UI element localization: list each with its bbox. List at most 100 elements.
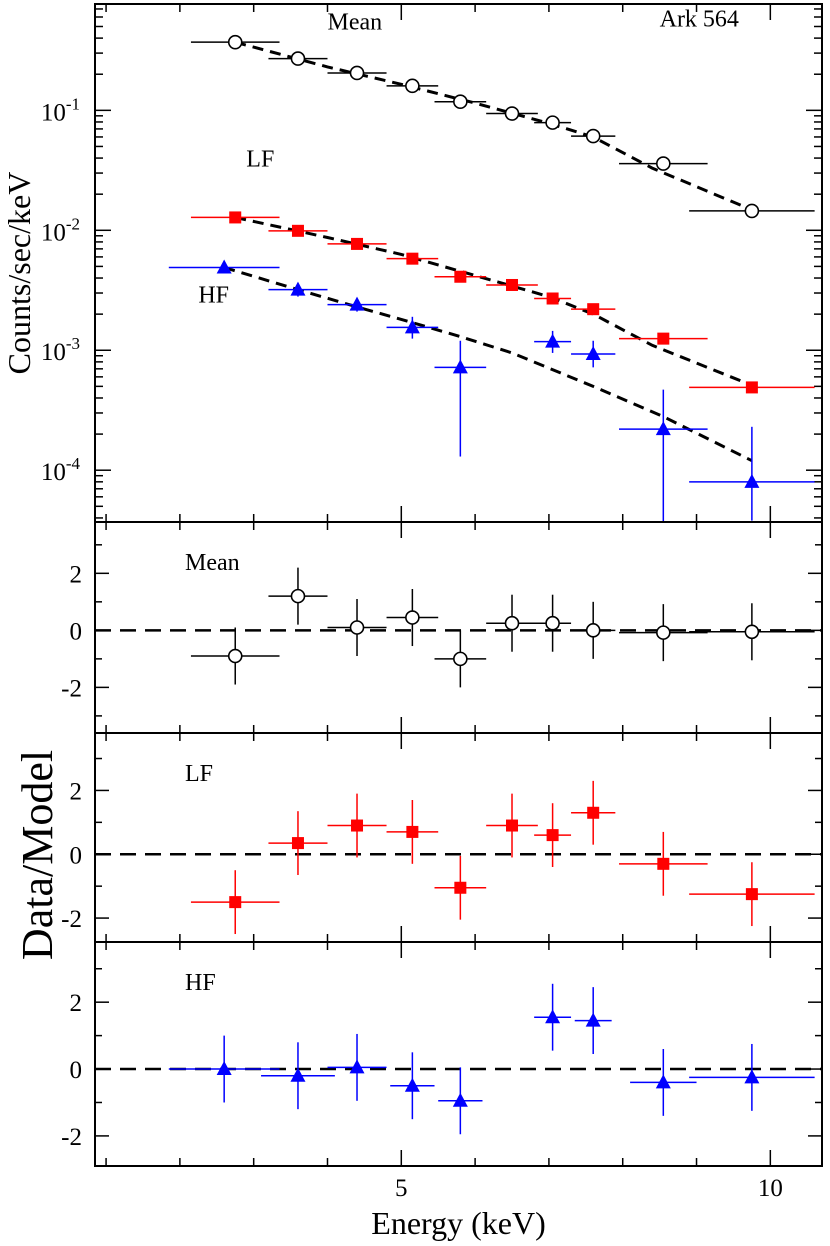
- data-point: [227, 648, 243, 664]
- data-point: [504, 106, 520, 121]
- y-tick-label: 2: [70, 990, 83, 1017]
- data-point: [546, 829, 559, 842]
- data-point: [546, 292, 559, 305]
- data-point: [506, 819, 519, 832]
- panel-frame: [94, 3, 823, 523]
- panel-frame: [94, 941, 823, 1167]
- y-tick-label: 10-1: [41, 94, 80, 126]
- annotation: LF: [246, 147, 274, 173]
- y-tick-label-base: 10: [41, 339, 66, 366]
- data-point: [545, 1009, 561, 1024]
- data-point: [657, 332, 670, 345]
- data-point: [587, 806, 600, 819]
- y-axis-title: Counts/sec/keV: [1, 172, 37, 375]
- data-point: [453, 94, 468, 110]
- data-point: [291, 837, 304, 850]
- data-point: [504, 615, 520, 631]
- data-point: [290, 51, 306, 66]
- data-point: [454, 881, 467, 894]
- data-point: [545, 615, 560, 631]
- data-point: [406, 825, 419, 838]
- data-point: [290, 1067, 306, 1082]
- data-point: [656, 625, 671, 640]
- y-tick-label: 2: [70, 561, 83, 588]
- data-point: [216, 1061, 232, 1076]
- data-point: [229, 211, 242, 224]
- panel-residual-hf: 2 0 -2 HF: [61, 941, 823, 1167]
- data-point: [229, 896, 242, 909]
- data-point: [349, 65, 365, 81]
- x-axis-title: Energy (keV): [371, 1205, 545, 1241]
- y-tick-label-exponent: -3: [66, 334, 80, 353]
- data-point: [227, 34, 243, 50]
- data-point: [351, 819, 364, 832]
- data-point: [452, 1092, 468, 1107]
- x-tick-label: 5: [395, 1175, 408, 1202]
- y-tick-label: 0: [70, 618, 83, 645]
- data-point: [349, 620, 365, 635]
- y-tick-label-exponent: -2: [66, 214, 80, 233]
- data-point: [655, 421, 671, 436]
- data-point: [657, 857, 670, 870]
- data-point: [655, 1074, 671, 1089]
- panel-residual-lf: 2 0 -2 LF: [61, 732, 823, 943]
- data-point: [349, 1059, 365, 1074]
- data-point: [290, 588, 306, 604]
- data-point: [404, 319, 420, 334]
- y-tick-label: 2: [70, 778, 83, 805]
- data-point: [656, 156, 671, 171]
- data-point: [506, 278, 519, 291]
- data-point: [291, 224, 304, 237]
- data-point: [290, 281, 306, 296]
- data-point: [585, 128, 601, 144]
- y-tick-label: -2: [61, 906, 82, 933]
- y-tick-label: 10-4: [41, 454, 81, 486]
- annotation: Ark 564: [660, 6, 739, 32]
- data-point: [745, 888, 758, 901]
- residual-y-axis-title: Data/Model: [13, 750, 62, 960]
- model-curve-mean: [234, 40, 753, 212]
- data-point: [452, 359, 468, 374]
- data-point: [585, 1012, 601, 1027]
- y-tick-label-exponent: -4: [66, 454, 81, 473]
- data-point: [351, 237, 364, 250]
- data-point: [545, 333, 561, 348]
- panel-residual-mean: 2 0 -2 Mean: [61, 521, 823, 734]
- data-point: [405, 78, 420, 94]
- data-point: [744, 473, 760, 488]
- y-tick-label: 10-3: [41, 334, 80, 366]
- data-point: [454, 270, 467, 283]
- data-point: [453, 651, 468, 667]
- model-curve-lf: [234, 215, 753, 387]
- y-tick-label: 0: [70, 842, 83, 869]
- y-tick-label-base: 10: [41, 459, 66, 486]
- panel-label: Mean: [185, 550, 240, 576]
- panel-label: LF: [185, 761, 213, 787]
- data-point: [216, 259, 232, 274]
- data-point: [587, 303, 600, 316]
- y-tick-label: 10-2: [41, 214, 80, 246]
- x-tick-label: 10: [758, 1175, 783, 1202]
- data-point: [545, 115, 560, 130]
- y-tick-label: -2: [61, 675, 82, 702]
- data-point: [744, 1069, 760, 1084]
- annotation: HF: [198, 283, 229, 309]
- data-point: [585, 623, 601, 638]
- y-tick-label-base: 10: [41, 219, 66, 246]
- model-curve-hf: [223, 266, 753, 463]
- data-point: [585, 346, 601, 361]
- data-point: [404, 1077, 420, 1092]
- y-tick-label-exponent: -1: [66, 94, 80, 113]
- y-tick-label: -2: [61, 1124, 82, 1151]
- data-point: [405, 610, 420, 625]
- data-point: [349, 296, 365, 311]
- y-tick-label: 0: [70, 1057, 83, 1084]
- data-point: [406, 252, 419, 265]
- y-tick-label-base: 10: [41, 99, 66, 126]
- panel-label: HF: [185, 970, 216, 996]
- data-point: [744, 624, 760, 640]
- data-point: [744, 203, 760, 219]
- annotation: Mean: [327, 10, 382, 36]
